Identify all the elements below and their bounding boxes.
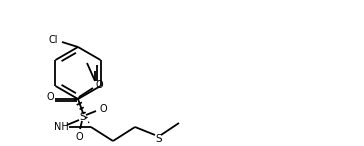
Text: S: S bbox=[156, 134, 162, 144]
Text: S: S bbox=[80, 112, 86, 122]
Text: O: O bbox=[46, 92, 54, 102]
Text: O: O bbox=[75, 132, 83, 142]
Text: O: O bbox=[99, 104, 107, 114]
Text: O: O bbox=[95, 80, 103, 90]
Text: NH: NH bbox=[54, 122, 68, 132]
Text: Cl: Cl bbox=[48, 35, 58, 45]
